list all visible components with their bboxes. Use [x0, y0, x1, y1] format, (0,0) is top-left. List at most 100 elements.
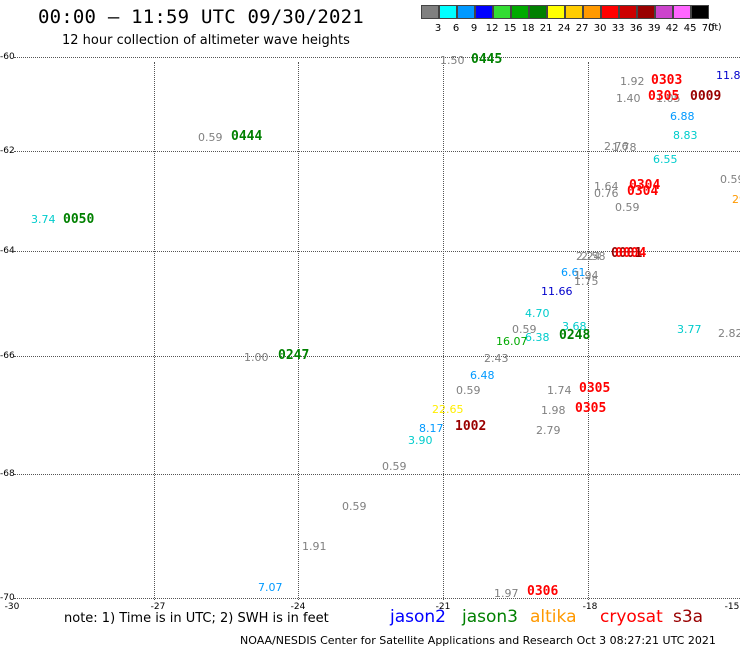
pass-time-label: 0444	[231, 129, 263, 144]
legend-swatch	[655, 5, 673, 19]
pass-time-label: 0304	[629, 178, 661, 193]
legend-label: 21	[539, 23, 553, 34]
wave-height-value: 6.38	[525, 331, 550, 344]
legend-label: 12	[485, 23, 499, 34]
pass-time-label: 0305	[648, 89, 680, 104]
legend-label: 39	[647, 23, 661, 34]
legend-swatch	[475, 5, 493, 19]
legend-swatch	[511, 5, 529, 19]
pass-time-label: 0247	[278, 348, 310, 363]
wave-height-value: 1.78	[612, 141, 637, 154]
legend-swatch	[547, 5, 565, 19]
footnote: note: 1) Time is in UTC; 2) SWH is in fe…	[64, 611, 329, 626]
wave-height-value: 6.48	[470, 369, 495, 382]
legend-swatch	[619, 5, 637, 19]
legend-swatch	[691, 5, 709, 19]
lon-label: -21	[435, 602, 451, 612]
legend-swatch	[565, 5, 583, 19]
wave-height-value: 1.05	[656, 92, 681, 105]
legend-label: 6	[452, 23, 460, 34]
lat-label: -66	[0, 351, 15, 361]
lon-label: -27	[150, 602, 166, 612]
lon-gridline	[588, 62, 589, 600]
wave-height-value: 1.40	[616, 92, 641, 105]
wave-height-value: 7.07	[258, 581, 283, 594]
wave-height-value: 2.24	[576, 250, 601, 263]
legend-label: 45	[683, 23, 697, 34]
lat-gridline	[14, 356, 740, 357]
wave-height-value: 1.74	[547, 384, 572, 397]
wave-height-value: 0.59	[456, 384, 481, 397]
pass-time-label: 0303	[651, 73, 683, 88]
legend-label: 18	[521, 23, 535, 34]
lon-gridline	[443, 62, 444, 600]
legend-swatch	[493, 5, 511, 19]
satellite-altika: altika	[530, 607, 577, 627]
wave-height-value: 1.97	[494, 587, 519, 600]
wave-height-value: 2.43	[484, 352, 509, 365]
pass-time-label: 0445	[471, 52, 503, 67]
wave-height-value: 3.77	[677, 323, 702, 336]
wave-height-value: 3.74	[31, 213, 56, 226]
lon-label: -24	[290, 602, 306, 612]
legend-label: 24	[557, 23, 571, 34]
map-title: 00:00 – 11:59 UTC 09/30/2021	[38, 6, 364, 28]
wave-height-value: 0.59	[720, 173, 740, 186]
lon-gridline	[298, 62, 299, 600]
lat-label: -68	[0, 469, 15, 479]
legend-label: 36	[629, 23, 643, 34]
lat-label: -60	[0, 52, 15, 62]
wave-height-value: 1.00	[244, 351, 269, 364]
wave-height-value: 1.94	[574, 269, 599, 282]
credit-line: NOAA/NESDIS Center for Satellite Applica…	[240, 634, 716, 647]
wave-height-value: 29	[732, 193, 740, 206]
wave-height-value: 0.59	[342, 500, 367, 513]
lat-label: -70	[0, 593, 15, 603]
wave-height-value: 4.70	[525, 307, 550, 320]
wave-height-value: 1.75	[574, 275, 599, 288]
legend-label: 42	[665, 23, 679, 34]
legend-unit: (ft)	[708, 23, 722, 33]
satellite-cryosat: cryosat	[600, 607, 663, 627]
wave-height-value: 2.58	[581, 250, 606, 263]
wave-height-value: 11.83	[716, 69, 740, 82]
map-subtitle: 12 hour collection of altimeter wave hei…	[62, 33, 350, 48]
wave-height-value: 0.59	[512, 323, 537, 336]
wave-height-value: 11.66	[541, 285, 573, 298]
wave-height-value: 22.65	[432, 403, 464, 416]
legend-label: 27	[575, 23, 589, 34]
wave-height-value: 0.59	[198, 131, 223, 144]
wave-height-value: 2.79	[536, 424, 561, 437]
wave-height-value: 6.55	[653, 153, 678, 166]
pass-time-label: 0001	[611, 246, 643, 261]
wave-height-value: 2.76	[604, 140, 629, 153]
legend-swatch	[457, 5, 475, 19]
wave-height-value: 8.17	[419, 422, 444, 435]
pass-time-label: 0306	[527, 584, 559, 599]
wave-height-value: 8.83	[673, 129, 698, 142]
legend-swatch	[529, 5, 547, 19]
pass-time-label: 0004	[615, 246, 647, 261]
satellite-s3a: s3a	[673, 607, 704, 627]
pass-time-label: 1002	[455, 419, 487, 434]
wave-height-value: 2.82	[718, 327, 740, 340]
legend-swatch	[583, 5, 601, 19]
lon-label: -15	[724, 602, 740, 612]
lat-gridline	[14, 57, 740, 58]
wave-height-value: 6.88	[670, 110, 695, 123]
pass-time-label: 0009	[690, 89, 722, 104]
legend-swatch	[673, 5, 691, 19]
pass-time-label: 0050	[63, 212, 95, 227]
legend-label: 30	[593, 23, 607, 34]
wave-height-value: 1.92	[620, 75, 645, 88]
wave-height-value: 1.91	[302, 540, 327, 553]
lon-gridline	[154, 62, 155, 600]
lat-gridline	[14, 151, 740, 152]
satellite-jason3: jason3	[462, 607, 518, 627]
satellite-jason2: jason2	[390, 607, 446, 627]
legend-label: 33	[611, 23, 625, 34]
wave-height-value: 0.59	[615, 201, 640, 214]
wave-height-value: 1.64	[594, 180, 619, 193]
wave-height-value: 0.76	[594, 187, 619, 200]
